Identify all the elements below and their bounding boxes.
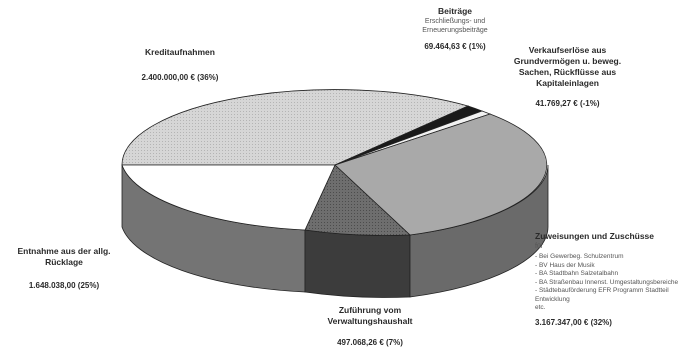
- label-beitraege: Beiträge Erschließungs- und Erneuerungsb…: [405, 6, 505, 52]
- label-beitraege-sub: Erschließungs- und Erneuerungsbeiträge: [422, 18, 488, 34]
- label-entnahme-value: 1.648.038,00 (25%): [28, 281, 100, 290]
- pie-slice-kreditaufnahmen: [121, 89, 470, 166]
- label-zuweisungen-title: Zuweisungen und Zuschüsse: [535, 231, 655, 241]
- label-zufuehrung-value: 497.068,26 € (7%): [337, 338, 403, 347]
- label-zufuehrung: Zuführung vom Verwaltungshaushalt 497.06…: [300, 305, 440, 348]
- label-beitraege-title: Beiträge: [437, 6, 472, 16]
- label-entnahme-title: Entnahme aus der allg. Rücklage: [17, 246, 111, 267]
- label-kreditaufnahmen-value: 2.400.000,00 € (36%): [141, 73, 219, 82]
- pie-slice-zuweisungen: [334, 113, 548, 236]
- label-zuweisungen: Zuweisungen und Zuschüsse für - Bei Gewe…: [535, 231, 687, 328]
- label-zufuehrung-title: Zuführung vom Verwaltungshaushalt: [327, 305, 413, 326]
- list-item: - BV Haus der Musik: [535, 261, 595, 269]
- label-verkaufserloese-title: Verkaufserlöse aus Grundvermögen u. bewe…: [513, 45, 622, 88]
- label-zuweisungen-value: 3.167.347,00 € (32%): [535, 317, 612, 327]
- label-entnahme: Entnahme aus der allg. Rücklage 1.648.03…: [4, 246, 124, 291]
- label-zuweisungen-sub: für: [535, 243, 544, 250]
- label-beitraege-value: 69.464,63 € (1%): [424, 42, 486, 51]
- pie-side-zufuehrung: [304, 229, 411, 298]
- label-kreditaufnahmen-title: Kreditaufnahmen: [145, 47, 215, 57]
- label-kreditaufnahmen: Kreditaufnahmen 2.400.000,00 € (36%): [105, 47, 255, 83]
- list-item: - Städtebauförderung EFR Programm Stadtt…: [535, 287, 669, 303]
- list-item: etc.: [535, 304, 546, 311]
- label-verkaufserloese: Verkaufserlöse aus Grundvermögen u. bewe…: [505, 45, 630, 109]
- label-verkaufserloese-value: 41.769,27 € (-1%): [535, 99, 600, 108]
- list-item: - Bei Gewerbeg. Schulzentrum: [535, 253, 624, 260]
- pie-slice-entnahme: [121, 164, 336, 231]
- pie-slice-zufuehrung: [304, 164, 411, 236]
- list-item: - BA Straßenbau Innenst. Umgestaltungsbe…: [535, 278, 679, 286]
- label-zuweisungen-items: - Bei Gewerbeg. Schulzentrum - BV Haus d…: [535, 253, 687, 313]
- list-item: - BA Stadtbahn Salzetalbahn: [535, 270, 619, 277]
